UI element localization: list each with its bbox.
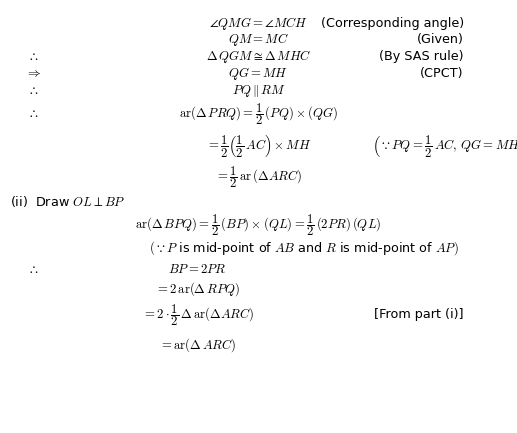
Text: $= \mathrm{ar}(\Delta\, ARC)$: $= \mathrm{ar}(\Delta\, ARC)$ (159, 336, 236, 354)
Text: $= 2\,\mathrm{ar}(\Delta\, RPQ)$: $= 2\,\mathrm{ar}(\Delta\, RPQ)$ (155, 280, 240, 297)
Text: $BP = 2PR$: $BP = 2PR$ (169, 263, 227, 276)
Text: $(\because P$ is mid-point of $AB$ and $R$ is mid-point of $AP)$: $(\because P$ is mid-point of $AB$ and $… (149, 239, 459, 257)
Text: $PQ \,\|\, RM$: $PQ \,\|\, RM$ (232, 83, 285, 99)
Text: (ii)  Draw $OL \perp BP$: (ii) Draw $OL \perp BP$ (10, 194, 126, 209)
Text: $\therefore$: $\therefore$ (27, 263, 39, 276)
Text: $\mathrm{ar}(\Delta\, BPQ) = \dfrac{1}{2}\,(BP) \times (QL) = \dfrac{1}{2}\,(2PR: $\mathrm{ar}(\Delta\, BPQ) = \dfrac{1}{2… (135, 212, 382, 238)
Text: [From part (i)]: [From part (i)] (374, 308, 464, 321)
Text: $\therefore$: $\therefore$ (27, 84, 39, 97)
Text: (By SAS rule): (By SAS rule) (379, 51, 464, 64)
Text: (Given): (Given) (417, 33, 464, 46)
Text: $\therefore$: $\therefore$ (27, 107, 39, 120)
Text: $QM = MC$: $QM = MC$ (228, 32, 289, 48)
Text: $= 2 \cdot \dfrac{1}{2}\,\Delta\,\mathrm{ar}(\Delta ARC)$: $= 2 \cdot \dfrac{1}{2}\,\Delta\,\mathrm… (142, 302, 254, 328)
Text: (Corresponding angle): (Corresponding angle) (321, 16, 464, 29)
Text: $= \dfrac{1}{2}\,\mathrm{ar}\,(\Delta ARC)$: $= \dfrac{1}{2}\,\mathrm{ar}\,(\Delta AR… (215, 165, 302, 191)
Text: (CPCT): (CPCT) (420, 68, 464, 81)
Text: $\angle QMG = \angle MCH$: $\angle QMG = \angle MCH$ (209, 14, 308, 32)
Text: $\Rightarrow$: $\Rightarrow$ (25, 68, 41, 81)
Text: $\Delta\, QGM \cong \Delta\, MHC$: $\Delta\, QGM \cong \Delta\, MHC$ (206, 48, 311, 65)
Text: $\mathrm{ar}(\Delta\, PRQ) = \dfrac{1}{2}\,(PQ) \times (QG)$: $\mathrm{ar}(\Delta\, PRQ) = \dfrac{1}{2… (179, 101, 338, 127)
Text: $QG = MH$: $QG = MH$ (229, 65, 288, 82)
Text: $= \dfrac{1}{2}\left(\dfrac{1}{2}\,AC\right) \times MH$: $= \dfrac{1}{2}\left(\dfrac{1}{2}\,AC\ri… (206, 132, 311, 159)
Text: $\left(\because PQ = \dfrac{1}{2}\,AC,\, QG = MH\right)$: $\left(\because PQ = \dfrac{1}{2}\,AC,\,… (372, 132, 517, 159)
Text: $\therefore$: $\therefore$ (27, 51, 39, 64)
